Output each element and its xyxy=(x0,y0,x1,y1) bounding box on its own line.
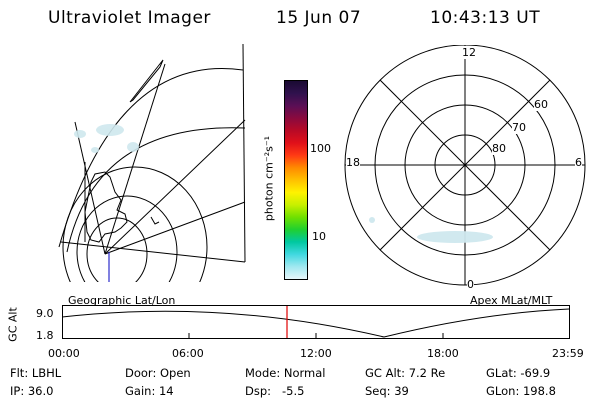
info-glon-label: GLon: xyxy=(486,384,520,398)
caption-apex: Apex MLat/MLT xyxy=(470,294,553,307)
lat-circle-mid xyxy=(66,127,246,253)
orbit-altitude-curve xyxy=(62,308,570,338)
colorbar-tick-10: 10 xyxy=(312,230,326,243)
info-flt-label: Flt: xyxy=(10,366,29,380)
orbit-xtick-0600: 06:00 xyxy=(172,347,204,360)
info-gcalt: GC Alt: 7.2 Re xyxy=(365,366,445,380)
orbit-xtick-2359: 23:59 xyxy=(552,347,584,360)
date-label: 15 Jun 07 xyxy=(276,8,362,28)
info-seq-label: Seq: xyxy=(365,384,391,398)
info-glon-value: 198.8 xyxy=(522,384,556,398)
mlt-label-left: 18 xyxy=(346,156,360,169)
info-glat-label: GLat: xyxy=(486,366,517,380)
info-door-value: Open xyxy=(159,366,191,380)
info-gain-label: Gain: xyxy=(125,384,156,398)
mlt-label-bottom: 0 xyxy=(467,278,474,291)
colorbar xyxy=(284,80,308,280)
orbit-ylabel: GC Alt xyxy=(6,307,20,342)
lat-circle-outer xyxy=(58,68,244,248)
info-glon: GLon: 198.8 xyxy=(486,384,556,398)
lat-circle-2 xyxy=(76,195,178,282)
info-seq-value: 39 xyxy=(394,384,409,398)
info-gcalt-value: 7.2 Re xyxy=(408,366,446,380)
aurora-patch-1 xyxy=(96,124,124,136)
info-mode-value: Normal xyxy=(283,366,326,380)
instrument-title: Ultraviolet Imager xyxy=(48,8,211,28)
aurora-patch-4 xyxy=(91,147,99,153)
continent-outline xyxy=(84,171,128,243)
mlt-label-right: 6 xyxy=(575,156,582,169)
orbit-altitude-plot xyxy=(62,305,570,339)
info-gcalt-label: GC Alt: xyxy=(365,366,406,380)
colorbar-unit-label: photon cm⁻²s⁻¹ xyxy=(262,135,276,222)
info-gain-value: 14 xyxy=(158,384,174,398)
meridian-2 xyxy=(104,119,246,255)
info-seq: Seq: 39 xyxy=(365,384,409,398)
info-door: Door: Open xyxy=(125,366,191,380)
info-ip: IP: 36.0 xyxy=(10,384,53,398)
map-bottom-line xyxy=(60,241,246,263)
lat-circle-1 xyxy=(62,166,208,282)
polar-plot xyxy=(344,45,586,286)
aurora-patch-3 xyxy=(127,142,139,152)
lat-label-70: 70 xyxy=(512,121,526,134)
info-dsp: Dsp: -5.5 xyxy=(245,384,304,398)
aurora-oval xyxy=(417,231,493,243)
caption-geographic: Geographic Lat/Lon xyxy=(68,294,176,307)
info-flt-value: LBHL xyxy=(31,366,62,380)
info-ip-label: IP: xyxy=(10,384,25,398)
polar-diagonal-2 xyxy=(379,79,551,251)
info-ip-value: 36.0 xyxy=(27,384,54,398)
orbit-ytick-top: 9.0 xyxy=(36,307,54,320)
aurora-dot xyxy=(369,217,375,223)
info-door-label: Door: xyxy=(125,366,157,380)
orbit-xtick-0000: 00:00 xyxy=(48,347,80,360)
info-dsp-value: -5.5 xyxy=(282,384,305,398)
orbit-xtick-1800: 18:00 xyxy=(427,347,459,360)
island-outline xyxy=(150,216,160,225)
map-edge-line xyxy=(242,43,246,263)
info-glat: GLat: -69.9 xyxy=(486,366,550,380)
info-mode-label: Mode: xyxy=(245,366,281,380)
info-dsp-label: Dsp: xyxy=(245,384,272,398)
info-glat-value: -69.9 xyxy=(520,366,551,380)
lat-label-80: 80 xyxy=(492,142,506,155)
aurora-patch-2 xyxy=(74,130,86,138)
colorbar-gradient xyxy=(285,81,307,279)
coast-fragment xyxy=(129,59,164,103)
meridian-1 xyxy=(104,63,166,255)
geographic-map xyxy=(58,43,246,282)
orbit-xtick-1200: 12:00 xyxy=(300,347,332,360)
colorbar-tick-100: 100 xyxy=(310,142,331,155)
mlt-label-top: 12 xyxy=(462,46,476,59)
lat-circle-3 xyxy=(86,217,148,282)
lat-label-60: 60 xyxy=(534,98,548,111)
info-mode: Mode: Normal xyxy=(245,366,325,380)
info-gain: Gain: 14 xyxy=(125,384,174,398)
meridian-3 xyxy=(104,201,246,255)
orbit-ytick-bottom: 1.8 xyxy=(36,329,54,342)
info-flt: Flt: LBHL xyxy=(10,366,61,380)
time-label: 10:43:13 UT xyxy=(430,8,541,28)
